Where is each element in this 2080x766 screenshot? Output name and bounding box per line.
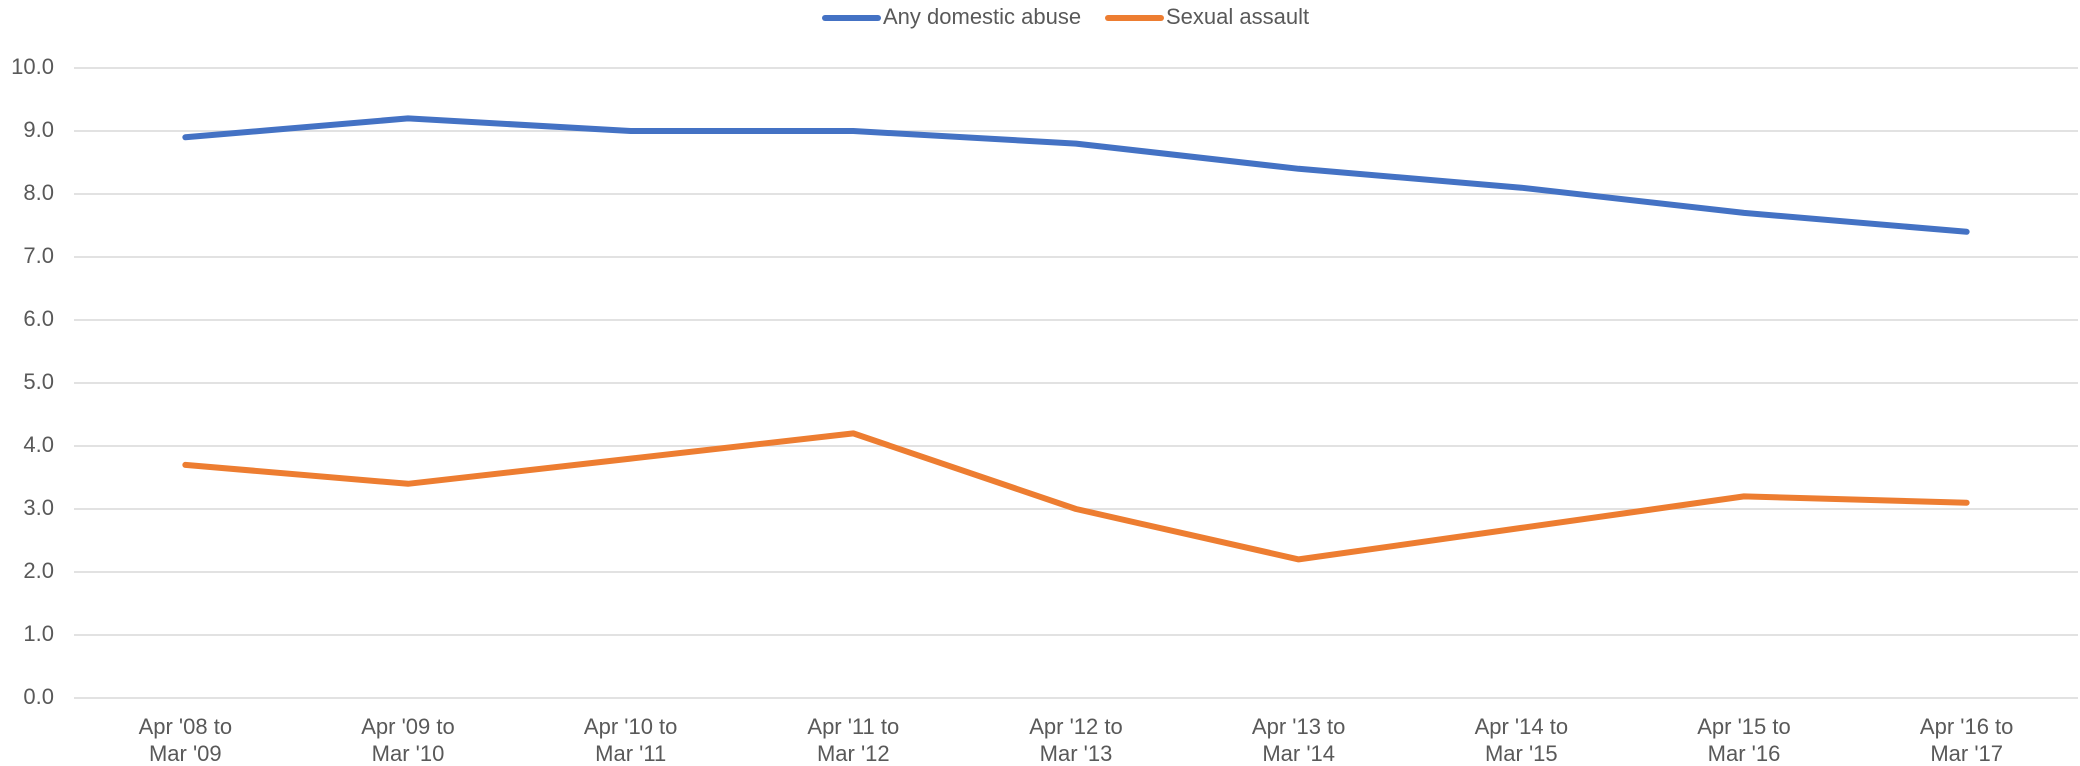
line-series bbox=[182, 430, 1970, 563]
x-tick-label: Mar '13 bbox=[1040, 741, 1113, 766]
x-tick-label: Apr '15 to bbox=[1697, 714, 1790, 739]
x-tick-label: Mar '15 bbox=[1485, 741, 1558, 766]
x-tick-label: Apr '10 to bbox=[584, 714, 677, 739]
x-tick-label: Mar '09 bbox=[149, 741, 222, 766]
x-tick-label: Apr '14 to bbox=[1475, 714, 1568, 739]
y-tick-label: 8.0 bbox=[23, 180, 54, 205]
y-tick-label: 6.0 bbox=[23, 306, 54, 331]
y-tick-label: 5.0 bbox=[23, 369, 54, 394]
x-tick-label: Mar '14 bbox=[1262, 741, 1335, 766]
x-tick-label: Apr '08 to bbox=[139, 714, 232, 739]
line-series bbox=[182, 115, 1970, 235]
y-tick-label: 0.0 bbox=[23, 684, 54, 709]
x-tick-label: Mar '12 bbox=[817, 741, 890, 766]
x-tick-label: Apr '09 to bbox=[361, 714, 454, 739]
x-tick-label: Mar '16 bbox=[1708, 741, 1781, 766]
legend-label: Any domestic abuse bbox=[883, 4, 1081, 29]
x-tick-label: Apr '11 to bbox=[807, 714, 899, 739]
x-tick-label: Mar '10 bbox=[372, 741, 445, 766]
y-tick-label: 4.0 bbox=[23, 432, 54, 457]
x-tick-label: Apr '12 to bbox=[1029, 714, 1122, 739]
x-tick-label: Apr '16 to bbox=[1920, 714, 2013, 739]
x-tick-label: Mar '17 bbox=[1930, 741, 2003, 766]
x-tick-label: Mar '11 bbox=[595, 741, 666, 766]
y-tick-label: 1.0 bbox=[23, 621, 54, 646]
legend-label: Sexual assault bbox=[1166, 4, 1309, 29]
y-tick-label: 9.0 bbox=[23, 117, 54, 142]
y-tick-label: 7.0 bbox=[23, 243, 54, 268]
x-tick-label: Apr '13 to bbox=[1252, 714, 1345, 739]
y-tick-label: 2.0 bbox=[23, 558, 54, 583]
y-tick-label: 10.0 bbox=[11, 54, 54, 79]
y-tick-label: 3.0 bbox=[23, 495, 54, 520]
